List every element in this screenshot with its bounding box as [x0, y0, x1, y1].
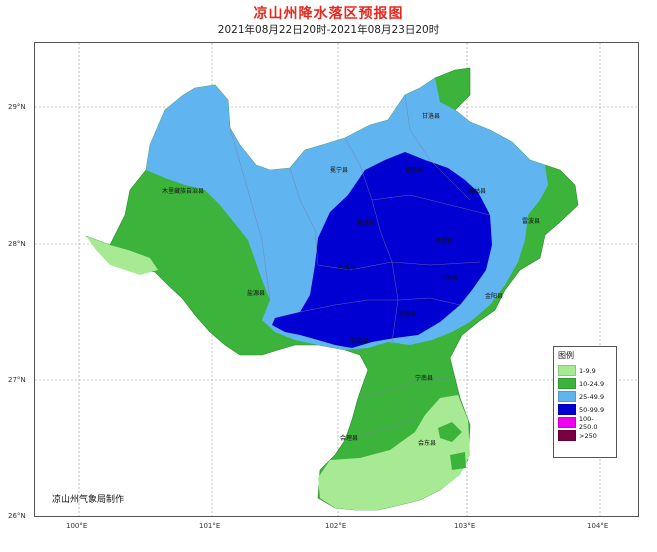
lon-label: 102°E — [325, 522, 347, 530]
region-rain-1-9-south — [318, 395, 470, 510]
region-rain-10-24-patch — [438, 422, 462, 442]
region-rain-1-9-west — [86, 236, 158, 275]
lat-label: 29°N — [8, 103, 26, 111]
legend-swatch — [558, 404, 576, 415]
legend-swatch — [558, 417, 576, 428]
legend-item: >250 — [558, 429, 612, 442]
legend-swatch — [558, 378, 576, 389]
region-rain-10-24-patch2 — [450, 452, 466, 470]
legend: 图例 1-9.9 10-24.9 25-49.9 50-99.9 100-250… — [553, 346, 617, 458]
county-boundaries — [229, 94, 491, 441]
map-subtitle: 2021年08月22日20时-2021年08月23日20时 — [217, 24, 440, 36]
county-label: 雷波县 — [522, 217, 540, 225]
legend-item: 1-9.9 — [558, 364, 612, 377]
region-rain-50-99 — [272, 152, 492, 348]
lon-label: 100°E — [66, 522, 88, 530]
county-label: 甘洛县 — [422, 112, 440, 120]
legend-item: 100-250.0 — [558, 414, 612, 431]
lon-label: 104°E — [587, 522, 609, 530]
county-label: 普格县 — [398, 310, 416, 318]
legend-label: 100-250.0 — [578, 414, 598, 431]
legend-label: 50-99.9 — [579, 405, 605, 414]
county-label: 德昌县 — [350, 337, 368, 345]
legend-label: 1-9.9 — [579, 366, 596, 375]
county-label: 会理县 — [340, 434, 358, 442]
county-label: 会东县 — [418, 439, 436, 447]
legend-label: 25-49.9 — [579, 392, 605, 401]
legend-label: 10-24.9 — [579, 379, 605, 388]
county-label: 宁南县 — [415, 374, 433, 382]
legend-swatch — [558, 391, 576, 402]
county-label: 西昌市 — [338, 264, 356, 272]
legend-swatch — [558, 430, 576, 441]
county-label: 喜德县 — [357, 219, 375, 227]
legend-title: 图例 — [558, 351, 574, 360]
county-label: 美姑县 — [468, 187, 486, 195]
map-title: 凉山州降水落区预报图 — [253, 6, 404, 22]
lat-label: 28°N — [8, 240, 26, 248]
county-label: 冕宁县 — [330, 166, 348, 174]
legend-item: 25-49.9 — [558, 390, 612, 403]
county-label: 昭觉县 — [435, 237, 453, 245]
county-label: 盐源县 — [247, 289, 265, 297]
legend-label: >250 — [579, 431, 597, 440]
lat-label: 26°N — [8, 512, 26, 520]
legend-item: 50-99.9 — [558, 403, 612, 416]
lat-label: 27°N — [8, 376, 26, 384]
county-label: 木里藏族自治县 — [162, 187, 204, 195]
county-label: 越西县 — [405, 166, 423, 174]
legend-swatch — [558, 365, 576, 376]
county-label: 布拖县 — [440, 274, 458, 282]
credit-text: 凉山州气象局制作 — [52, 495, 125, 505]
county-label: 金阳县 — [485, 292, 503, 300]
lon-label: 103°E — [454, 522, 476, 530]
lon-label: 101°E — [199, 522, 221, 530]
county-labels: 甘洛县 冕宁县 木里藏族自治县 越西县 美姑县 雷波县 喜德县 昭觉县 西昌市 … — [162, 112, 540, 447]
legend-item: 10-24.9 — [558, 377, 612, 390]
